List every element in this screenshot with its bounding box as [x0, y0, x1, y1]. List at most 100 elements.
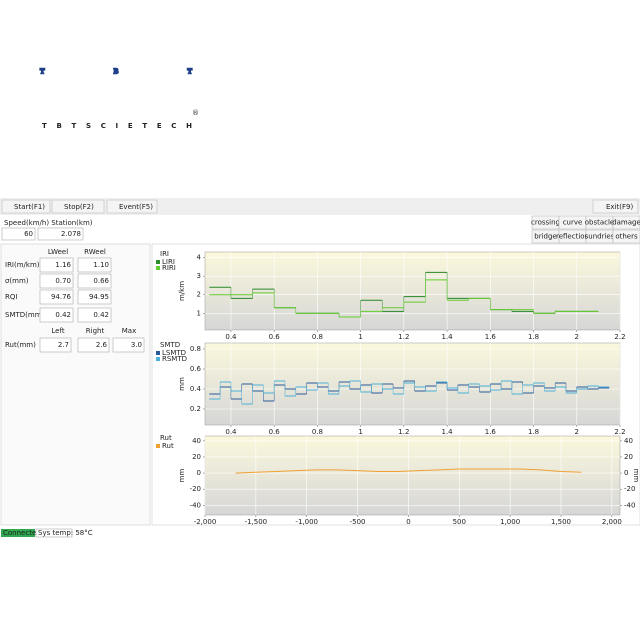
- series-line: [235, 468, 582, 474]
- event-label: others: [615, 233, 638, 241]
- row-label: SMTD(mm): [5, 311, 45, 319]
- y-tick-label: 4: [197, 254, 202, 262]
- rut-header: Max: [122, 327, 136, 335]
- x-tick-label: 0.8: [312, 333, 323, 341]
- value-box: [77, 337, 110, 353]
- x-tick-label: -500: [350, 518, 366, 526]
- y-axis-label: mm: [178, 469, 186, 483]
- event-label: obstacle: [585, 219, 615, 227]
- value-box: [39, 307, 74, 323]
- toolbar-button[interactable]: [106, 199, 158, 214]
- x-tick-label: -1,500: [245, 518, 268, 526]
- toolbar-button-label: Stop(F2): [64, 203, 94, 211]
- y2-tick-label: 0: [624, 469, 628, 477]
- event-button[interactable]: [612, 215, 640, 230]
- legend-swatch: [156, 357, 160, 361]
- value-box: [112, 337, 145, 353]
- event-label: crossing: [531, 219, 560, 227]
- event-label: curve: [563, 219, 583, 227]
- row-value: 1.16: [55, 261, 71, 269]
- event-label: bridge: [534, 233, 556, 241]
- chart-title: IRI: [160, 250, 169, 258]
- x-tick-label: 1.8: [528, 428, 539, 436]
- x-tick-label: 1.2: [398, 428, 409, 436]
- toolbar-button-label: Event(F5): [119, 203, 153, 211]
- row-value: 1.10: [93, 261, 109, 269]
- event-label: sundries: [585, 233, 615, 241]
- value-box: [77, 273, 112, 289]
- x-tick-label: 1.8: [528, 333, 539, 341]
- plot-area: [204, 342, 621, 426]
- y2-axis-label: mm: [632, 469, 640, 483]
- y-tick-label: 0: [197, 469, 201, 477]
- x-tick-label: -1,000: [295, 518, 318, 526]
- value-panel: [0, 243, 151, 526]
- plot-area: [204, 435, 621, 516]
- exit-button[interactable]: [592, 199, 639, 214]
- toolbar-button-label: Start(F1): [14, 203, 45, 211]
- x-tick-label: -2,000: [194, 518, 217, 526]
- x-tick-label: 1.4: [442, 428, 454, 436]
- y-tick-label: 40: [192, 437, 201, 445]
- plot-area: [204, 251, 621, 331]
- y2-tick-label: 40: [624, 437, 633, 445]
- x-tick-label: 1.6: [485, 428, 497, 436]
- speed-box: [1, 227, 36, 241]
- y-tick-label: -20: [190, 485, 201, 493]
- y2-tick-label: 20: [624, 453, 633, 461]
- x-tick-label: 0.4: [225, 428, 237, 436]
- row-value: 94.95: [89, 293, 109, 301]
- y-tick-label: 0.6: [190, 365, 202, 373]
- y-tick-label: 0.2: [190, 405, 201, 413]
- legend-label: RIRI: [162, 264, 176, 272]
- legend-swatch: [156, 444, 160, 448]
- rut-value: 3.0: [131, 341, 142, 349]
- toolbar-button[interactable]: [1, 199, 51, 214]
- row-value: 0.42: [93, 311, 109, 319]
- x-tick-label: 0.4: [225, 333, 237, 341]
- row-label: IRI(m/km): [5, 261, 40, 269]
- y-axis-label: m/km: [178, 281, 186, 301]
- event-button[interactable]: [612, 229, 640, 244]
- connection-label: Connected: [3, 529, 41, 537]
- chart-title: SMTD: [160, 341, 180, 349]
- exit-label: Exit(F9): [606, 203, 633, 211]
- temperature-label: Sys temp: 58°C: [38, 529, 93, 537]
- x-tick-label: 0.8: [312, 428, 323, 436]
- y2-tick-label: -20: [624, 485, 635, 493]
- row-value: 0.70: [55, 277, 71, 285]
- y-tick-label: -40: [190, 501, 201, 509]
- x-tick-label: 2: [575, 333, 579, 341]
- row-label: σ(mm): [5, 277, 29, 285]
- event-label: reflection: [556, 233, 589, 241]
- value-box: [77, 307, 112, 323]
- speed-label: Speed(km/h) Station(km): [4, 219, 93, 227]
- x-tick-label: 1.6: [485, 333, 497, 341]
- y-tick-label: 3: [197, 272, 201, 280]
- legend-swatch: [156, 351, 160, 355]
- chart-title: Rut: [160, 434, 172, 442]
- toolbar-button[interactable]: [51, 199, 105, 214]
- row-value: 94.76: [51, 293, 72, 301]
- legend-label: RSMTD: [162, 355, 187, 363]
- y-tick-label: 0.8: [190, 345, 201, 353]
- row-value: 0.66: [93, 277, 109, 285]
- x-tick-label: 2,000: [602, 518, 622, 526]
- speed-value: 60: [24, 230, 33, 238]
- x-tick-label: 0.6: [269, 333, 281, 341]
- value-box: [39, 289, 74, 305]
- y-tick-label: 0.4: [190, 385, 202, 393]
- legend-swatch: [156, 266, 160, 270]
- station-value: 2.078: [61, 230, 81, 238]
- rut-header: Left: [51, 327, 64, 335]
- x-tick-label: 0: [406, 518, 410, 526]
- value-box: [39, 257, 74, 273]
- rut-header: Right: [86, 327, 105, 335]
- rut-label: Rut(mm): [5, 341, 36, 349]
- x-tick-label: 500: [453, 518, 466, 526]
- table-header: RWeel: [84, 248, 106, 256]
- logo-letters: TBT: [40, 68, 192, 76]
- y-tick-label: 2: [197, 291, 201, 299]
- y-tick-label: 1: [197, 309, 201, 317]
